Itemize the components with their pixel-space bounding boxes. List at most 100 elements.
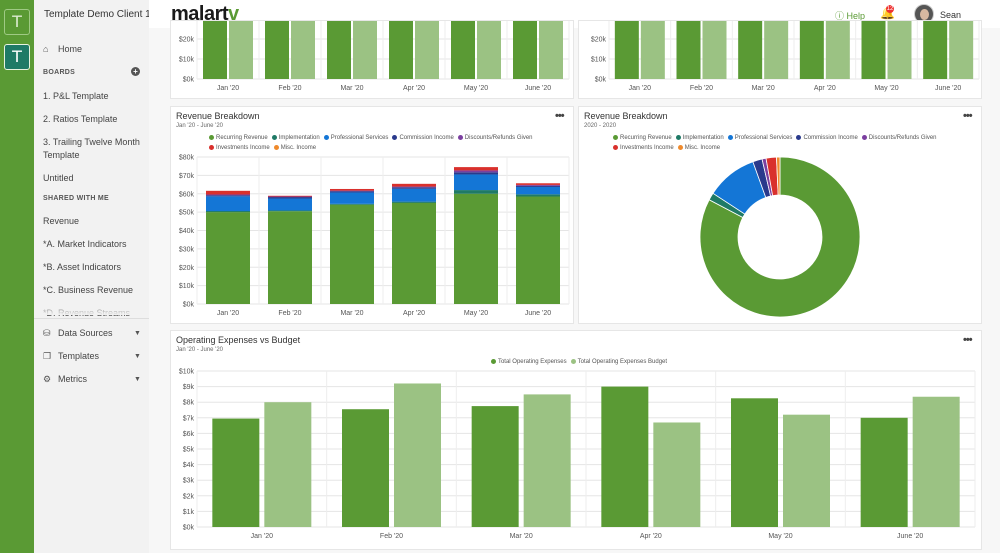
legend-item[interactable]: Professional Services — [320, 134, 389, 141]
bar-segment — [268, 197, 312, 199]
help-link[interactable]: ⓘ Help — [835, 11, 866, 21]
chevron-down-icon[interactable]: ▼ — [134, 353, 141, 360]
malartu-logo[interactable]: malartv — [171, 3, 239, 25]
sidebar-item-shared[interactable]: *C. Business Revenue — [43, 285, 134, 295]
legend-item[interactable]: Investments Income — [609, 144, 674, 151]
bar-segment — [268, 196, 312, 198]
bar — [614, 21, 639, 79]
legend-swatch — [613, 134, 618, 140]
y-tick-label: $10k — [179, 369, 195, 376]
bar — [389, 21, 413, 79]
legend-item[interactable]: Recurring Revenue — [609, 134, 672, 141]
bar-segment — [206, 196, 250, 212]
legend-swatch — [677, 144, 683, 150]
notification-badge: 12 — [886, 5, 894, 13]
bar — [229, 21, 253, 79]
legend-item[interactable]: Discounts/Refunds Given — [454, 134, 533, 141]
sidebar-item-metrics[interactable]: ⚙ Metrics — [43, 373, 87, 386]
y-tick-label: $70k — [179, 173, 195, 180]
legend-item[interactable]: Misc. Income — [674, 144, 720, 151]
donut-slice — [699, 156, 861, 318]
bar-segment — [392, 187, 436, 189]
chart-subtitle: Jan '20 - June '20 — [176, 347, 223, 353]
sidebar-item-shared[interactable]: Revenue — [43, 216, 80, 226]
bar — [203, 21, 227, 79]
bar-segment — [268, 195, 312, 197]
y-tick-label: $5k — [183, 447, 195, 454]
legend-item[interactable]: Discounts/Refunds Given — [858, 134, 937, 141]
sidebar-item-board[interactable]: 1. P&L Template — [43, 91, 109, 101]
bar — [539, 21, 563, 79]
bar — [764, 21, 789, 79]
y-tick-label: $30k — [179, 246, 195, 253]
bar — [783, 414, 830, 527]
bar — [676, 21, 701, 79]
legend-item[interactable]: Commission Income — [792, 134, 858, 141]
y-tick-label: $0k — [183, 302, 195, 309]
legend-label: Investments Income — [216, 145, 270, 151]
more-options-icon[interactable]: ••• — [963, 110, 973, 122]
bar-segment — [392, 201, 436, 203]
bar — [923, 21, 948, 79]
workspace-tile-2-active[interactable]: T — [4, 44, 30, 70]
chart-panel-revenue-donut: Revenue Breakdown 2020 - 2020 ••• Recurr… — [578, 106, 982, 324]
bar-segment — [516, 196, 560, 304]
more-options-icon[interactable]: ••• — [963, 334, 973, 346]
legend-swatch — [613, 144, 618, 150]
bar-segment — [330, 192, 374, 204]
legend-label: Total Operating Expenses — [497, 359, 567, 365]
sidebar-item-home[interactable]: ⌂ Home — [43, 43, 82, 56]
sidebar-item-board[interactable]: 2. Ratios Template — [43, 114, 118, 124]
x-tick-label: Feb '20 — [690, 85, 713, 92]
sidebar-item-data-sources[interactable]: ⛁ Data Sources — [43, 327, 113, 340]
legend-item[interactable]: Professional Services — [724, 134, 792, 141]
chevron-down-icon[interactable]: ▼ — [134, 330, 141, 337]
sidebar-item-shared[interactable]: *A. Market Indicators — [43, 239, 127, 249]
chevron-down-icon[interactable]: ▼ — [134, 376, 141, 383]
legend-item[interactable]: Implementation — [672, 134, 724, 141]
bar — [394, 383, 441, 527]
help-icon: ⓘ — [835, 11, 845, 21]
add-board-icon[interactable]: + — [131, 67, 140, 76]
chart-legend: Recurring Revenue Implementation Professio… — [609, 133, 969, 153]
bar-segment — [330, 188, 374, 191]
bar-segment — [454, 167, 498, 171]
x-tick-label: Jan '20 — [629, 85, 651, 92]
bar — [731, 398, 778, 527]
workspace-tile-1[interactable]: T — [4, 9, 30, 35]
legend-item[interactable]: Implementation — [268, 134, 320, 141]
sidebar-item-templates[interactable]: ❐ Templates — [43, 350, 99, 363]
sidebar-item-label: Data Sources — [58, 328, 113, 338]
y-tick-label: $0k — [183, 77, 195, 84]
user-name[interactable]: Sean — [940, 10, 962, 20]
legend-item[interactable]: Recurring Revenue — [205, 134, 268, 141]
bar — [523, 394, 571, 527]
sidebar-item-board[interactable]: 3. Trailing Twelve Month Template — [43, 137, 140, 160]
legend-swatch — [323, 134, 329, 140]
legend-swatch — [392, 134, 398, 140]
bar — [327, 21, 351, 79]
legend-item[interactable]: Total Operating Expenses — [487, 358, 567, 365]
legend-label: Professional Services — [330, 135, 389, 141]
sidebar-item-board[interactable]: Untitled — [43, 173, 74, 183]
x-tick-label: Apr '20 — [403, 310, 425, 317]
database-icon: ⛁ — [43, 328, 51, 338]
legend-item[interactable]: Investments Income — [205, 144, 270, 151]
y-tick-label: $8k — [183, 400, 195, 407]
legend-swatch — [209, 134, 214, 140]
y-tick-label: $0k — [595, 77, 607, 84]
y-tick-label: $7k — [183, 415, 195, 422]
scroll-fade — [34, 303, 149, 315]
legend-label: Discounts/Refunds Given — [464, 135, 533, 141]
bar-segment — [330, 191, 374, 193]
legend-item[interactable]: Total Operating Expenses Budget — [567, 358, 667, 365]
y-tick-label: $50k — [179, 210, 195, 217]
legend-label: Commission Income — [399, 135, 454, 141]
sidebar-item-shared[interactable]: *B. Asset Indicators — [43, 262, 122, 272]
top-right-bar-chart: $20k $10k $0k Jan '20 Feb '20 Mar '20 Apr '20 M… — [591, 21, 980, 92]
more-options-icon[interactable]: ••• — [555, 110, 565, 122]
bar — [265, 21, 289, 79]
legend-item[interactable]: Commission Income — [388, 134, 454, 141]
legend-item[interactable]: Misc. Income — [270, 144, 316, 151]
bar-segment — [330, 190, 374, 192]
